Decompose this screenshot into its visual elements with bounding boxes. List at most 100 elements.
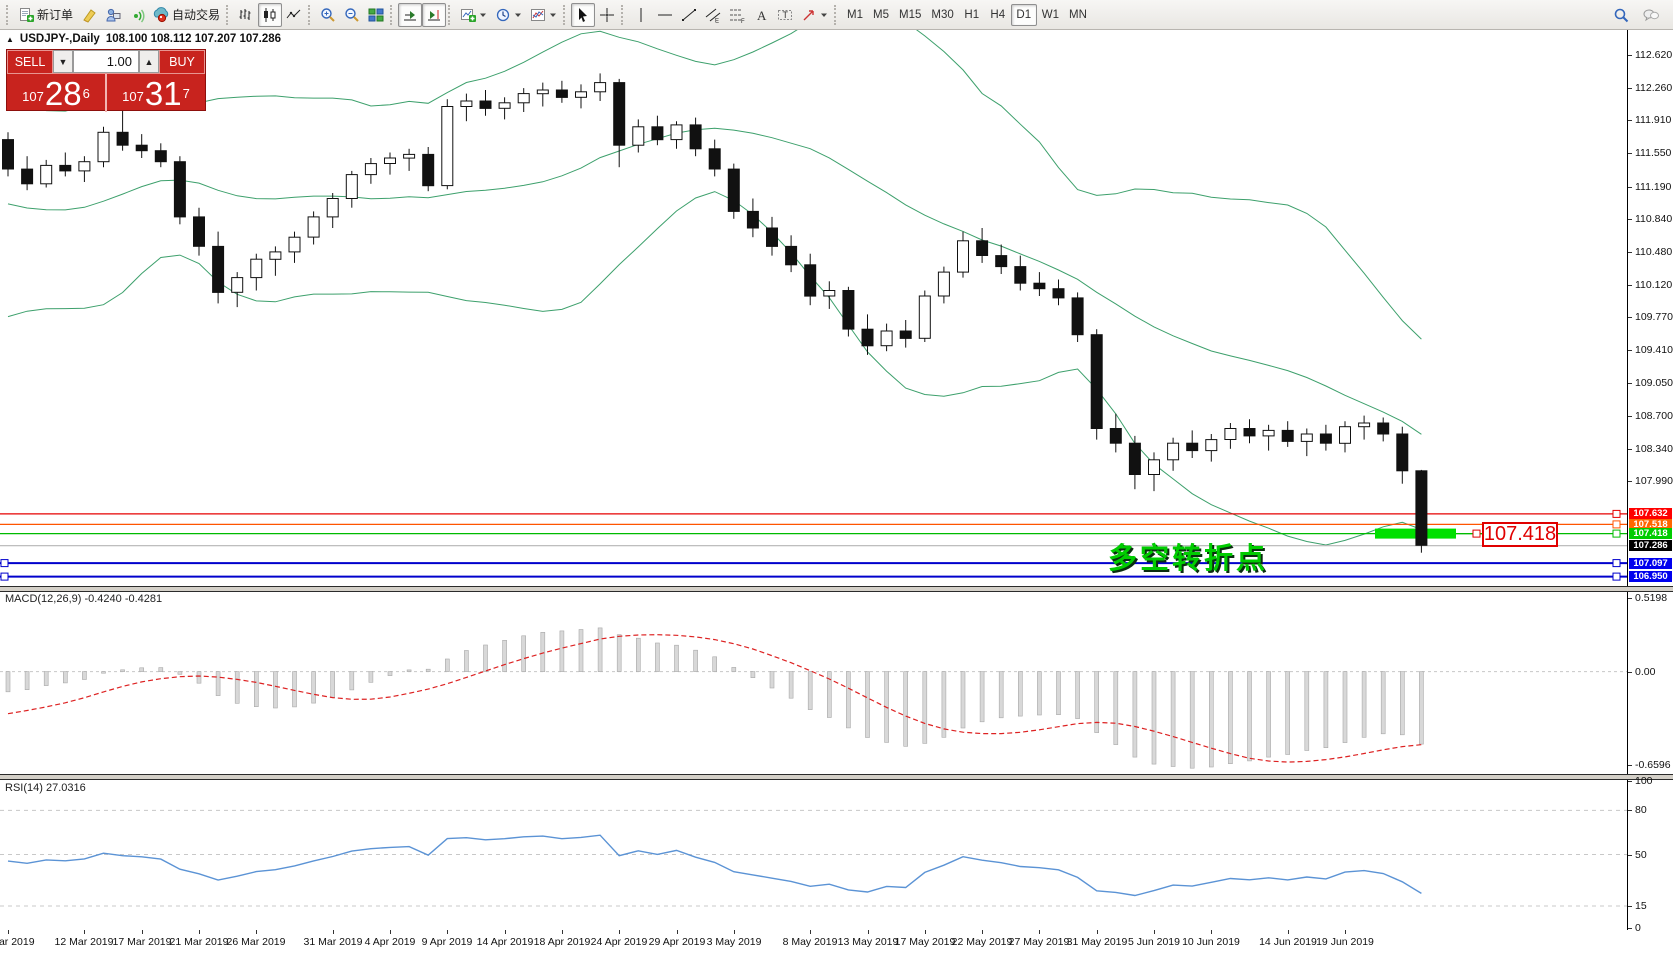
crayon-icon — [81, 7, 97, 23]
candle-body — [116, 131, 129, 146]
chart-title: ▲ USDJPY-,Daily 108.100 108.112 107.207 … — [6, 33, 281, 45]
candle-body — [1052, 288, 1065, 299]
toolbar-grip — [563, 4, 567, 25]
candles[interactable] — [2, 73, 1428, 553]
callout-anchor[interactable] — [1472, 529, 1481, 538]
bar-chart-button[interactable] — [234, 3, 258, 27]
bollinger-lower-band[interactable] — [7, 191, 1422, 546]
buy-button[interactable]: BUY — [159, 50, 205, 73]
highlighter-button[interactable] — [77, 3, 101, 27]
equidistant-channel-tool[interactable]: E — [701, 3, 725, 27]
panel-splitter[interactable] — [0, 774, 1673, 780]
sell-button[interactable]: SELL — [7, 50, 53, 73]
date-tick — [562, 930, 563, 934]
periods-button[interactable] — [491, 3, 526, 27]
autotrading-button[interactable]: 自动交易 — [149, 3, 224, 27]
date-tick — [256, 930, 257, 934]
auto-scroll-button[interactable] — [398, 2, 423, 27]
candle-body — [766, 227, 778, 247]
candle-body — [40, 164, 53, 185]
date-tick — [199, 930, 200, 934]
candle-body — [613, 82, 626, 146]
price-callout-label[interactable]: 107.418 — [1482, 522, 1558, 547]
candle-body — [212, 245, 225, 293]
text-label-tool[interactable]: T — [773, 3, 797, 27]
timeframe-m5-button[interactable]: M5 — [873, 8, 890, 21]
cursor-tool-button[interactable] — [571, 2, 596, 27]
timeframe-m1-button[interactable]: M1 — [847, 8, 864, 21]
candle-body — [1358, 422, 1371, 428]
volume-input[interactable] — [73, 50, 139, 73]
trendline-tool[interactable] — [677, 3, 701, 27]
signals-button[interactable] — [125, 3, 149, 27]
community-button[interactable] — [101, 3, 125, 27]
linechart-icon — [286, 7, 302, 23]
timeframe-w1-button[interactable]: W1 — [1041, 8, 1060, 21]
crosshair-tool-button[interactable] — [595, 3, 619, 27]
timeframe-m30-button[interactable]: M30 — [931, 8, 954, 21]
chart-shift-button[interactable] — [422, 2, 447, 27]
sell-price[interactable]: 107 28 6 — [7, 74, 107, 112]
timeframe-mn-button[interactable]: MN — [1069, 8, 1087, 21]
indicators-button[interactable] — [526, 3, 561, 27]
buy-price[interactable]: 107 31 7 — [107, 74, 205, 112]
vertical-line-tool[interactable] — [629, 3, 653, 27]
rsi-tick-label: 80 — [1635, 804, 1647, 816]
candle-body — [880, 330, 893, 347]
line-handle[interactable] — [0, 559, 9, 568]
timeframe-m15-button[interactable]: M15 — [899, 8, 922, 21]
line-handle[interactable] — [0, 572, 9, 581]
candle-body — [842, 290, 855, 330]
search-button[interactable] — [1609, 3, 1633, 27]
date-tick — [619, 930, 620, 934]
shiftA-icon — [402, 7, 418, 23]
collapse-icon[interactable]: ▲ — [6, 34, 14, 44]
horizontal-line-tool[interactable] — [653, 3, 677, 27]
chevron-down-icon — [820, 11, 828, 19]
line-handle[interactable] — [1612, 572, 1621, 581]
candlestick-chart-button[interactable] — [258, 2, 283, 27]
volume-down-button[interactable]: ▼ — [53, 50, 73, 73]
candle-body — [918, 295, 931, 339]
date-tick-label: 31 Mar 2019 — [303, 936, 363, 948]
chat-button[interactable] — [1639, 3, 1663, 27]
date-tick-label: 22 May 2019 — [951, 936, 1013, 948]
line-chart-button[interactable] — [282, 3, 306, 27]
candle-body — [1319, 433, 1332, 444]
timeframe-h4-button[interactable]: H4 — [990, 8, 1006, 21]
volume-up-button[interactable]: ▲ — [139, 50, 159, 73]
line-handle[interactable] — [1612, 559, 1621, 568]
new-order-button[interactable]: 新订单 — [14, 3, 77, 27]
zoom-in-button[interactable] — [316, 3, 340, 27]
chart-annotation-text[interactable]: 多空转折点 — [1108, 543, 1269, 575]
zoom-out-button[interactable] — [340, 3, 364, 27]
candle-body — [1415, 470, 1428, 546]
date-tick-label: 9 Apr 2019 — [421, 936, 473, 948]
bollinger-middle-band[interactable] — [7, 127, 1422, 435]
fibonacci-tool[interactable]: F — [725, 3, 749, 27]
line-handle[interactable] — [1612, 520, 1621, 529]
timeframe-h1-button[interactable]: H1 — [964, 8, 980, 21]
panel-splitter[interactable] — [0, 586, 1673, 592]
tile-windows-button[interactable] — [364, 3, 388, 27]
bollinger-upper-band[interactable] — [7, 30, 1422, 340]
date-tick — [1288, 930, 1289, 934]
axis-tick — [1628, 781, 1632, 782]
arrows-tool[interactable] — [797, 3, 832, 27]
axis-tick — [1628, 252, 1632, 253]
sell-price-prefix: 107 — [22, 89, 44, 104]
timeframe-d1-button[interactable]: D1 — [1010, 3, 1037, 26]
candle-body — [345, 174, 358, 200]
axis-tick — [1628, 55, 1632, 56]
candle-body — [708, 148, 721, 170]
labelT-icon: T — [777, 7, 793, 23]
line-handle[interactable] — [1612, 529, 1621, 538]
price-tick-label: 112.260 — [1635, 82, 1673, 94]
axis-tick — [1628, 481, 1632, 482]
text-tool[interactable]: A — [749, 3, 773, 27]
price-axis: 112.620 112.260 111.910 111.550 111.190 110.8… — [1628, 30, 1673, 953]
candle-body — [2, 139, 14, 170]
line-handle[interactable] — [1612, 509, 1621, 518]
new-chart-button[interactable] — [456, 3, 491, 27]
toolbar-grip — [448, 4, 452, 25]
